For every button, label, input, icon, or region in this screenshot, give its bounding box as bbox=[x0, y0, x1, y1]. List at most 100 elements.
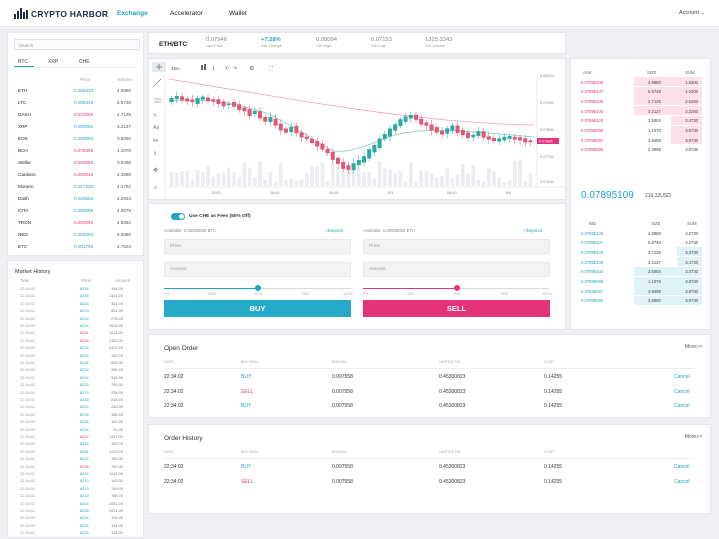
candle-body bbox=[481, 131, 486, 138]
coin-row[interactable]: BCH 0.078456 1.1078 bbox=[18, 146, 137, 156]
cancel-order-link[interactable]: Cancel bbox=[674, 388, 690, 395]
candle-type-icon[interactable] bbox=[201, 64, 206, 70]
nav-wallet[interactable]: Wallet bbox=[229, 10, 247, 17]
candle-body bbox=[320, 143, 325, 150]
bid-row[interactable]: 0.07895109 4.9980 3.2730 bbox=[579, 228, 702, 238]
move-tool-icon[interactable]: ✥ bbox=[153, 167, 158, 174]
trade-price: 8235 bbox=[80, 397, 89, 402]
bid-row[interactable]: 0.07895097 3.9498 3.8730 bbox=[579, 286, 702, 296]
measure-tool-icon[interactable]: ⇕ bbox=[153, 151, 157, 157]
book-size: 4.9980 bbox=[648, 230, 661, 236]
stat-24h-high: 0.08094 24h High bbox=[316, 37, 337, 48]
trade-price: 8234 bbox=[80, 286, 89, 291]
undo-icon[interactable]: ↶ bbox=[225, 66, 229, 72]
open-orders-more-link[interactable]: More>> bbox=[684, 344, 702, 350]
sell-amount-input[interactable]: Amount bbox=[363, 262, 550, 277]
market-history-row: 22:34:02 8210 149.00 bbox=[16, 477, 135, 484]
buy-amount-input[interactable]: Amount bbox=[164, 262, 351, 277]
logo-text: CRYPTO HARBOR bbox=[31, 8, 109, 19]
coin-row[interactable]: LTC 0.005423 5.9748 bbox=[18, 98, 137, 108]
brush-tool-icon[interactable]: ✎ bbox=[153, 113, 157, 119]
ask-row[interactable]: 0.07895095 2.3998 3.8730 bbox=[579, 145, 702, 155]
trade-amount: 554.00 bbox=[111, 308, 123, 314]
settings-gear-icon[interactable]: ⚙ bbox=[249, 65, 254, 72]
fee-toggle-switch[interactable] bbox=[171, 213, 185, 220]
nav-exchange[interactable]: Exchange bbox=[117, 10, 148, 17]
cancel-order-link[interactable]: Cancel bbox=[674, 374, 690, 380]
coin-row[interactable]: IOTA 0.000085 4.0079 bbox=[18, 206, 137, 216]
price-chart-panel[interactable]: 15m ⨍ ↶ ↷ ⚙ ⛶ ✎ Aa ⋈ ⇕ ✥ ⌕ 0.08000 0.0790… bbox=[148, 58, 567, 201]
volume-bar bbox=[185, 171, 189, 186]
sell-price-input[interactable]: Price bbox=[363, 239, 550, 254]
fullscreen-icon[interactable]: ⛶ bbox=[269, 66, 273, 72]
ask-row[interactable]: 0.07895107 5.9748 1.5300 bbox=[579, 86, 702, 97]
bid-row[interactable]: 0.07895107 5.9748 3.2730 bbox=[579, 238, 702, 248]
buy-deposit-link[interactable]: +Deposit bbox=[325, 228, 343, 233]
candle-body bbox=[278, 123, 283, 131]
order-cost: 0.14255 bbox=[544, 388, 563, 395]
volume-bars bbox=[169, 160, 533, 186]
sell-button[interactable]: SELL bbox=[363, 300, 550, 317]
cancel-order-link[interactable]: Cancel bbox=[674, 403, 690, 409]
bid-row[interactable]: 0.07895103 3.5004 3.4730 bbox=[579, 266, 702, 277]
redo-icon[interactable]: ↷ bbox=[233, 66, 238, 72]
tab-che[interactable]: CHE bbox=[79, 59, 90, 65]
ask-row[interactable]: 0.07895109 4.9980 1.5300 bbox=[579, 77, 702, 87]
bid-row[interactable]: 0.07895095 3.8990 3.8730 bbox=[579, 295, 702, 306]
pair-name[interactable]: ETH/BTC bbox=[159, 41, 188, 48]
ask-row[interactable]: 0.07895099 1.1078 3.8730 bbox=[579, 125, 702, 136]
bid-row[interactable]: 0.07895106 2.7125 3.3730 bbox=[579, 247, 702, 257]
market-history-row: 22:34:02 8224 276.00 bbox=[16, 315, 135, 322]
book-sum: 3.4730 bbox=[685, 269, 698, 275]
zoom-icon[interactable]: ⌕ bbox=[154, 184, 157, 191]
bid-row[interactable]: 0.07895105 3.2137 3.4730 bbox=[579, 257, 702, 267]
buy-button[interactable]: BUY bbox=[164, 300, 351, 317]
ask-row[interactable]: 0.07895103 3.5004 3.4730 bbox=[579, 115, 702, 126]
cancel-order-link[interactable]: Cancel bbox=[674, 464, 690, 470]
ask-row[interactable]: 0.07895097 3.9498 3.8730 bbox=[579, 135, 702, 145]
coin-row[interactable]: TRON 0.000093 4.5652 bbox=[18, 218, 137, 228]
slider-knob[interactable] bbox=[254, 285, 261, 291]
candle-body bbox=[273, 118, 278, 126]
buy-price-input[interactable]: Price bbox=[164, 239, 351, 254]
text-tool-icon[interactable]: Aa bbox=[153, 125, 159, 131]
coin-row[interactable]: Monero 0.017228 4.4752 bbox=[18, 182, 137, 192]
candlestick-chart[interactable]: 15m ⨍ ↶ ↷ ⚙ ⛶ ✎ Aa ⋈ ⇕ ✥ ⌕ 0.08000 0.0790… bbox=[149, 59, 567, 201]
interval-selector[interactable]: 15m bbox=[171, 66, 180, 71]
sell-deposit-link[interactable]: +Deposit bbox=[524, 228, 542, 233]
candle-body bbox=[403, 116, 408, 122]
pattern-tool-icon[interactable]: ⋈ bbox=[153, 138, 158, 144]
order-history-more-link[interactable]: More>> bbox=[684, 434, 702, 440]
column-header: BID/ASK bbox=[332, 450, 347, 454]
trade-price: 8213 bbox=[80, 485, 89, 491]
ask-row[interactable]: 0.07895105 3.2127 3.2250 bbox=[579, 106, 702, 116]
search-input[interactable]: Search bbox=[14, 39, 140, 50]
slider-knob[interactable] bbox=[453, 285, 460, 291]
tab-xrp[interactable]: XRP bbox=[48, 59, 59, 65]
trade-price: 8224 bbox=[80, 367, 89, 373]
candle-body bbox=[476, 131, 481, 136]
coin-row[interactable]: DASH 0.023456 2.7125 bbox=[18, 110, 137, 120]
bid-row[interactable]: 0.07895099 1.1078 3.8730 bbox=[579, 276, 702, 287]
indicators-icon[interactable]: ⨍ bbox=[212, 66, 215, 72]
coin-row[interactable]: EOS 0.000684 3.5004 bbox=[18, 134, 137, 144]
coin-row[interactable]: Dash 0.029603 2.2643 bbox=[18, 194, 137, 204]
volume-bar bbox=[201, 172, 205, 186]
coin-row[interactable]: ETH 0.056433 4.8980 bbox=[18, 86, 137, 96]
tab-btc[interactable]: BTC bbox=[18, 59, 28, 65]
coin-row[interactable]: Stellar 0.000063 3.9498 bbox=[18, 158, 137, 168]
nav-accelerator[interactable]: Accelerator bbox=[170, 10, 203, 17]
cancel-order-link[interactable]: Cancel bbox=[674, 478, 690, 485]
coin-row[interactable]: NEO 0.003464 5.5980 bbox=[18, 230, 137, 240]
ask-col-sum: SUM bbox=[685, 70, 695, 75]
trendline-tool-icon[interactable] bbox=[153, 78, 162, 87]
coin-row[interactable]: ETC 0.001793 2.7823 bbox=[18, 242, 137, 252]
coin-row[interactable]: XRP 0.000082 3.2137 bbox=[18, 122, 137, 132]
logo[interactable]: CRYPTO HARBOR bbox=[14, 8, 108, 19]
crosshair-icon[interactable] bbox=[156, 64, 162, 70]
ask-row[interactable]: 0.07895106 2.7125 2.5250 bbox=[579, 96, 702, 106]
coin-name: Dash bbox=[18, 196, 29, 201]
coin-row[interactable]: Cardano 0.000015 2.3998 bbox=[18, 170, 137, 180]
account-menu[interactable]: Account ⌄ bbox=[678, 10, 705, 16]
trade-amount: 194.00 bbox=[111, 286, 123, 291]
